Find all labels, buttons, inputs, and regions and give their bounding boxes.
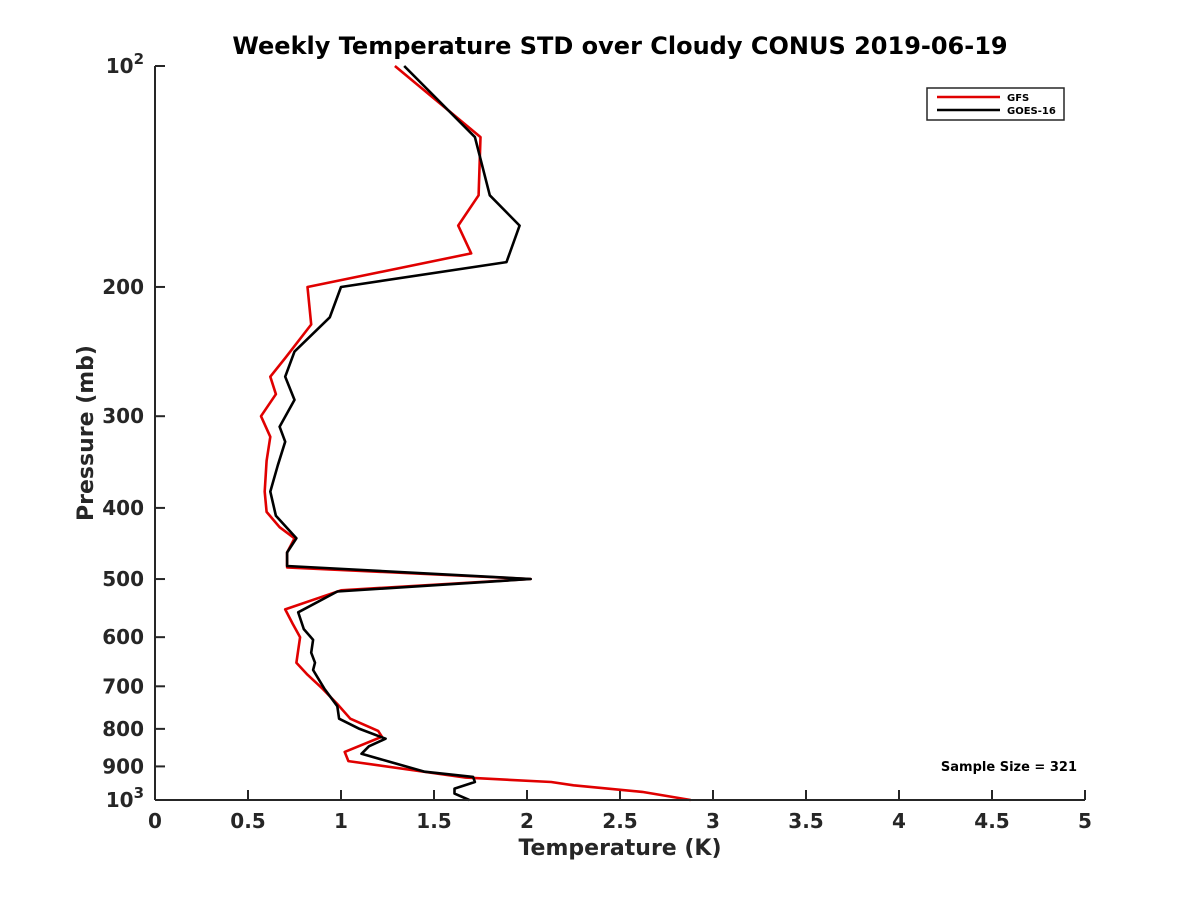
y-tick-label: 700 [102, 674, 144, 698]
y-tick-label: 500 [102, 567, 144, 591]
x-tick-label: 4.5 [974, 809, 1009, 833]
x-tick-label: 5 [1078, 809, 1092, 833]
x-tick-label: 3.5 [788, 809, 823, 833]
x-tick-label: 1.5 [416, 809, 451, 833]
chart-title: Weekly Temperature STD over Cloudy CONUS… [232, 32, 1007, 60]
y-tick-label: 800 [102, 717, 144, 741]
y-tick-label: 200 [102, 275, 144, 299]
y-axis-label: Pressure (mb) [74, 345, 99, 521]
legend-box [926, 87, 1065, 121]
x-tick-label: 0 [148, 809, 162, 833]
y-tick-label: 102 [106, 50, 144, 78]
sample-size-annotation: Sample Size = 321 [941, 760, 1077, 775]
x-tick-label: 3 [706, 809, 720, 833]
legend-label-goes16: GOES-16 [1007, 106, 1056, 117]
y-tick-label: 103 [106, 784, 144, 812]
x-tick-label: 4 [892, 809, 906, 833]
legend-label-gfs: GFS [1007, 93, 1029, 104]
y-tick-label: 600 [102, 625, 144, 649]
y-tick-label: 900 [102, 754, 144, 778]
series-line-goes16 [268, 65, 533, 802]
x-axis-label: Temperature (K) [518, 836, 721, 861]
x-tick-label: 1 [334, 809, 348, 833]
y-axis-ticks: 102 200 300 400 500 600 700 800 900 103 [102, 50, 165, 812]
y-tick-label: 300 [102, 404, 144, 428]
legend: GFS GOES-16 [926, 87, 1065, 121]
y-tick-label: 400 [102, 496, 144, 520]
series-layer [259, 64, 691, 802]
x-tick-label: 0.5 [230, 809, 265, 833]
x-tick-label: 2 [520, 809, 534, 833]
x-tick-label: 2.5 [602, 809, 637, 833]
x-axis-ticks: 0 0.5 1 1.5 2 2.5 3 3.5 4 4.5 5 [148, 790, 1092, 833]
